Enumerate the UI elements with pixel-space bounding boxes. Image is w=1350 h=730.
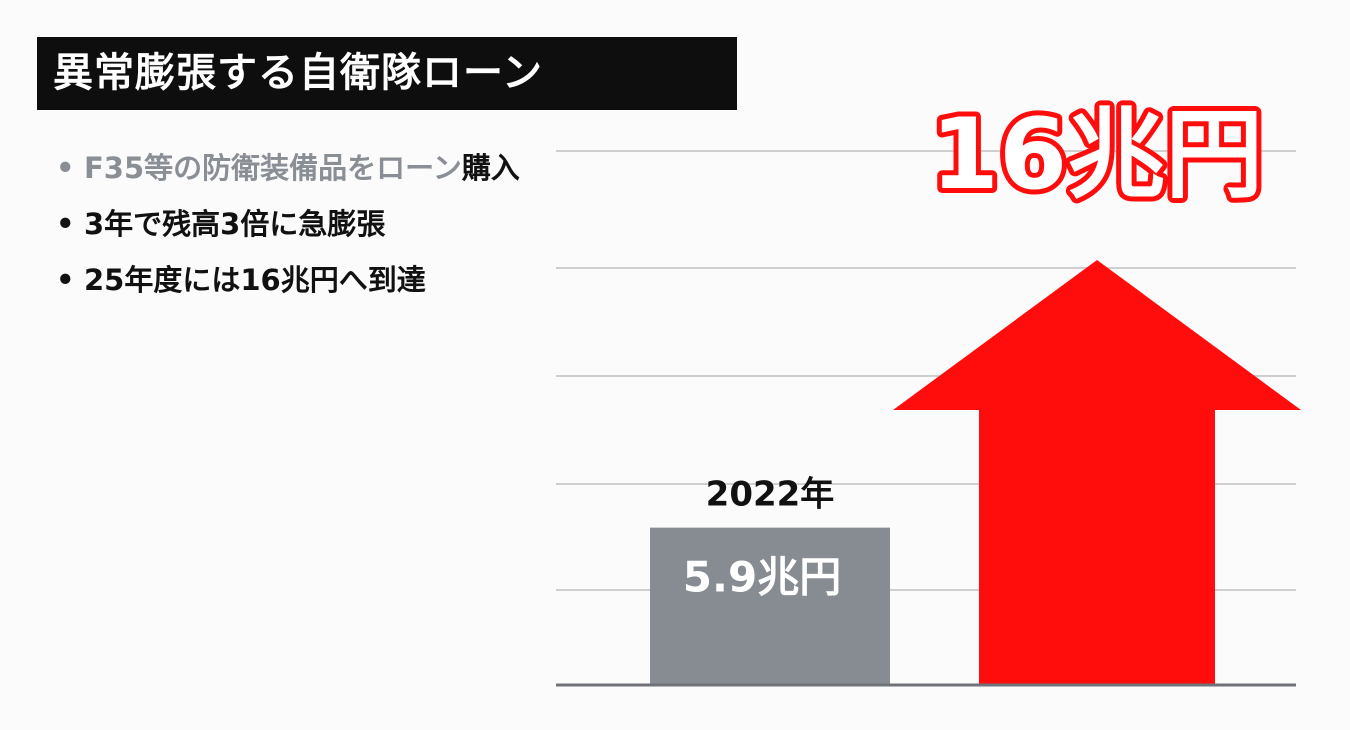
- bullet-item: • 25年度には16兆円へ到達: [56, 252, 520, 308]
- bullet-item: • 3年で残高3倍に急膨張: [56, 196, 520, 252]
- value-label: 16兆円: [931, 98, 1263, 212]
- bullet-marker: •: [56, 263, 75, 297]
- year-label: 2022年: [706, 475, 835, 515]
- bullet-marker: •: [56, 151, 75, 185]
- bar-2022: [650, 527, 890, 684]
- arrow-16: [893, 260, 1301, 684]
- bullet-marker: •: [56, 207, 75, 241]
- value-label: 5.9兆円: [683, 553, 841, 602]
- bullet-text: F35等の防衛装備品をローン: [84, 151, 462, 185]
- bullet-item: • F35等の防衛装備品をローン購入: [56, 140, 520, 196]
- bullet-text-tail: 購入: [461, 151, 520, 185]
- bullet-list: • F35等の防衛装備品をローン購入 • 3年で残高3倍に急膨張 • 25年度には16…: [56, 140, 520, 308]
- bullet-text: 25年度には16兆円へ到達: [84, 263, 426, 297]
- bullet-text: 3年で残高3倍に急膨張: [84, 207, 386, 241]
- slide-title: 異常膨張する自衛隊ローン: [37, 37, 737, 110]
